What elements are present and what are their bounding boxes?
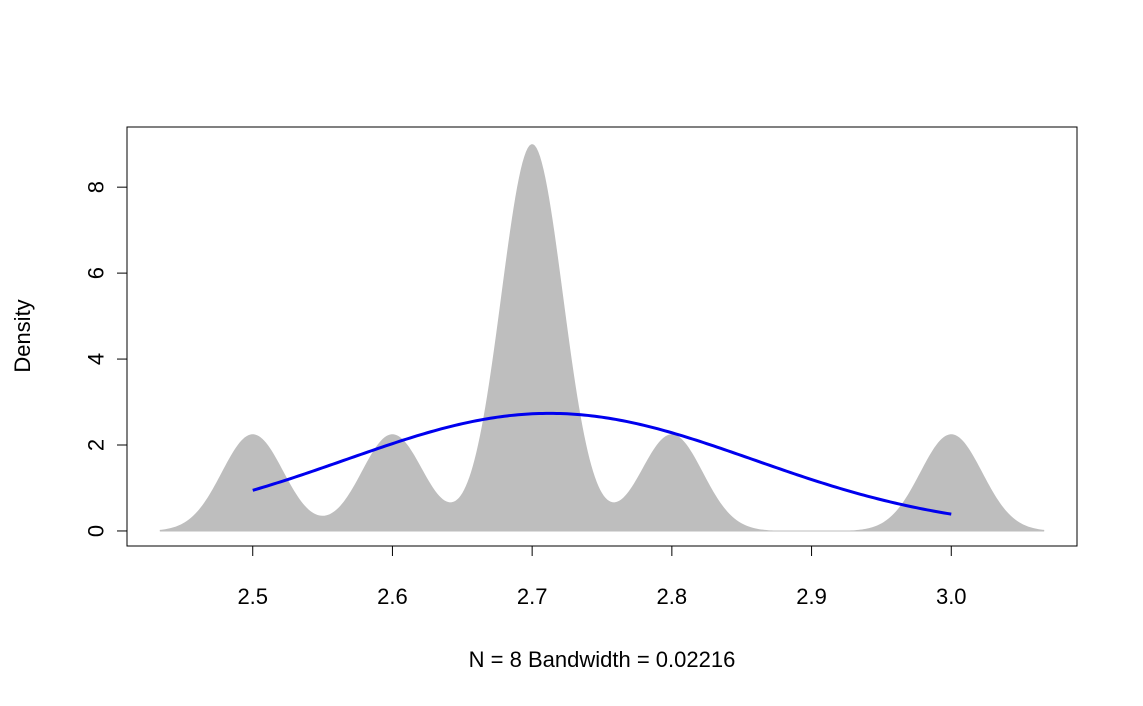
- y-tick-label: 4: [84, 353, 109, 365]
- x-tick-label: 2.6: [377, 584, 408, 609]
- y-tick-label: 0: [84, 525, 109, 537]
- y-tick-label: 8: [84, 181, 109, 193]
- density-area-layer: [159, 144, 1045, 531]
- y-tick-label: 2: [84, 439, 109, 451]
- y-axis-title: Density: [10, 299, 35, 372]
- x-axis-title: N = 8 Bandwidth = 0.02216: [469, 647, 736, 672]
- x-tick-label: 3.0: [936, 584, 967, 609]
- normal-curve: [252, 411, 952, 516]
- x-tick-label: 2.5: [237, 584, 268, 609]
- y-axis: 0 2 4 6 8: [84, 181, 128, 537]
- x-tick-label: 2.8: [657, 584, 688, 609]
- x-tick-label: 2.7: [517, 584, 548, 609]
- x-tick-label: 2.9: [796, 584, 827, 609]
- y-tick-label: 6: [84, 267, 109, 279]
- x-axis: 2.5 2.6 2.7 2.8 2.9 3.0: [237, 545, 967, 609]
- density-area: [159, 144, 1045, 531]
- normal-curve-layer: [252, 411, 952, 516]
